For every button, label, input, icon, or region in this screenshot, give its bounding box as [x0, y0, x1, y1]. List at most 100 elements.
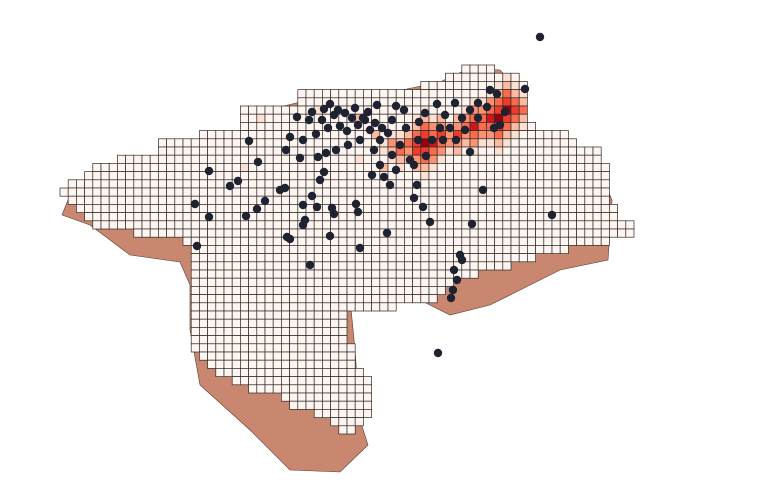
grid-cell [313, 245, 323, 254]
grid-cell [559, 138, 569, 148]
grid-cell [527, 195, 536, 205]
grid-cell [158, 154, 167, 164]
grid-cell [281, 327, 290, 336]
grid-cell [330, 277, 340, 287]
grid-cell [322, 368, 331, 377]
observation-point [319, 167, 329, 177]
grid-cell [215, 302, 225, 312]
grid-cell [338, 228, 348, 238]
grid-cell [518, 113, 528, 123]
grid-cell [256, 253, 266, 263]
grid-cell [420, 236, 430, 246]
grid-cell [551, 187, 561, 197]
grid-cell [199, 154, 208, 164]
grid-cell [322, 212, 331, 222]
observation-point [253, 157, 263, 167]
grid-cell [305, 171, 315, 181]
observation-point [280, 183, 290, 193]
grid-cell [272, 113, 282, 123]
grid-cell [297, 327, 307, 336]
observation-point [317, 115, 327, 125]
grid-cell [281, 195, 290, 205]
grid-cell [510, 122, 520, 131]
grid-cell [568, 228, 577, 238]
grid-cell [453, 105, 463, 115]
grid-cell [346, 212, 356, 222]
grid-cell [190, 277, 200, 287]
grid-cell [223, 327, 233, 336]
grid-cell [576, 146, 586, 156]
grid-cell [371, 195, 381, 205]
grid-cell [166, 220, 176, 230]
grid-cell [477, 64, 487, 74]
grid-cell [141, 204, 151, 213]
grid-cell [346, 286, 356, 295]
grid-cell [313, 343, 323, 353]
grid-cell [322, 220, 331, 230]
grid-cell [322, 277, 331, 287]
grid-cell [510, 245, 520, 254]
grid-cell [190, 163, 200, 172]
grid-cell [240, 163, 249, 172]
grid-cell [338, 253, 348, 263]
grid-cell [256, 236, 266, 246]
grid-cell [231, 294, 241, 304]
grid-cell [486, 212, 495, 222]
grid-cell [223, 154, 233, 164]
grid-cell [543, 187, 553, 197]
observation-point [367, 170, 377, 180]
grid-cell [338, 351, 348, 361]
grid-cell [223, 163, 233, 172]
grid-cell [248, 286, 258, 295]
grid-cell [190, 302, 200, 312]
grid-cell [108, 187, 118, 197]
grid-cell [281, 310, 290, 320]
grid-cell [363, 392, 372, 402]
grid-cell [215, 179, 225, 189]
observation-point [241, 211, 251, 221]
grid-cell [387, 294, 397, 304]
grid-cell [527, 212, 536, 222]
grid-cell [305, 327, 315, 336]
grid-cell [477, 146, 487, 156]
grid-cell [117, 195, 126, 205]
observation-point [391, 165, 401, 175]
grid-cell [313, 384, 323, 394]
grid-cell [133, 228, 143, 238]
grid-cell [256, 220, 266, 230]
grid-cell [313, 302, 323, 312]
grid-cell [404, 220, 413, 230]
grid-cell [543, 220, 553, 230]
grid-cell [281, 368, 290, 377]
grid-cell [272, 376, 282, 386]
grid-cell [322, 187, 331, 197]
grid-cell [502, 220, 512, 230]
grid-cell [518, 97, 528, 107]
grid-cell [527, 245, 536, 254]
grid-cell [117, 204, 126, 213]
grid-cell [215, 310, 225, 320]
grid-cell [502, 204, 512, 213]
grid-cell [248, 269, 258, 279]
grid-cell [84, 171, 94, 181]
grid-cell [469, 163, 479, 172]
grid-cell [313, 261, 323, 271]
grid-cell [477, 171, 487, 181]
grid-cell [510, 113, 520, 123]
grid-cell [354, 384, 364, 394]
grid-cell [486, 220, 495, 230]
grid-cell [149, 228, 159, 238]
grid-cell [395, 113, 405, 123]
grid-cell [215, 130, 225, 140]
grid-cell [322, 302, 331, 312]
grid-cell [264, 335, 274, 345]
grid-cell [486, 154, 495, 164]
grid-cell [330, 359, 340, 369]
grid-cell [133, 204, 143, 213]
grid-cell [346, 359, 356, 369]
grid-cell [297, 179, 307, 189]
grid-cell [412, 286, 422, 295]
grid-cell [313, 327, 323, 336]
observation-points-layer [190, 32, 557, 358]
